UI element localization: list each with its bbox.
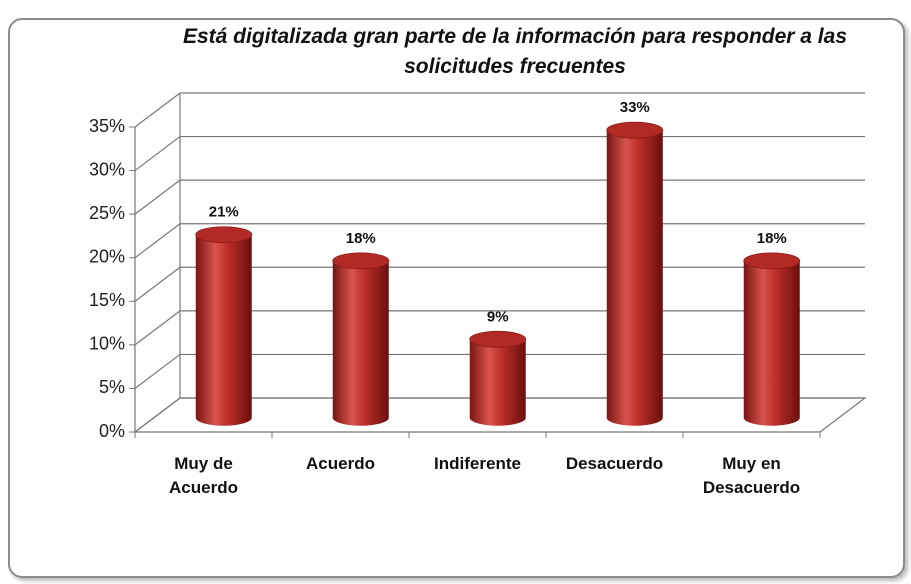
- y-tick-label: 25%: [89, 203, 125, 223]
- grid-line: [134, 223, 181, 259]
- grid-line: [134, 310, 181, 346]
- grid-line: [134, 136, 181, 172]
- y-tick-label: 0%: [99, 421, 125, 441]
- bar-top: [469, 330, 527, 348]
- grid-line: [134, 266, 181, 302]
- value-label: 9%: [487, 308, 509, 325]
- bar: [469, 339, 526, 426]
- grid-line: [134, 397, 181, 433]
- bar: [606, 130, 663, 426]
- bar-top: [332, 252, 390, 270]
- bar-top: [195, 226, 253, 244]
- bar-top: [743, 252, 801, 270]
- y-tick-label: 5%: [99, 377, 125, 397]
- value-label: 33%: [620, 99, 650, 116]
- grid-line: [134, 92, 181, 128]
- x-tick-label: Muy en Desacuerdo: [702, 454, 801, 497]
- chart-title: Está digitalizada gran parte de la infor…: [182, 25, 848, 78]
- bar: [332, 260, 389, 426]
- x-tick-label: Desacuerdo: [565, 454, 664, 473]
- grid-line: [134, 179, 181, 215]
- y-tick-label: 20%: [89, 246, 125, 266]
- y-tick-label: 30%: [89, 159, 125, 179]
- bar: [195, 234, 252, 426]
- y-tick-label: 35%: [89, 116, 125, 136]
- bar-top: [606, 121, 664, 139]
- value-label: 18%: [757, 230, 787, 247]
- x-tick-label: Acuerdo: [306, 454, 375, 473]
- grid-line: [134, 353, 181, 389]
- y-tick-label: 15%: [89, 290, 125, 310]
- y-tick-label: 10%: [89, 334, 125, 354]
- value-label: 18%: [346, 230, 376, 247]
- x-tick-label: Muy de Acuerdo: [169, 454, 238, 497]
- x-tick-label: Indiferente: [434, 454, 521, 473]
- value-label: 21%: [209, 204, 239, 221]
- bar: [743, 260, 800, 426]
